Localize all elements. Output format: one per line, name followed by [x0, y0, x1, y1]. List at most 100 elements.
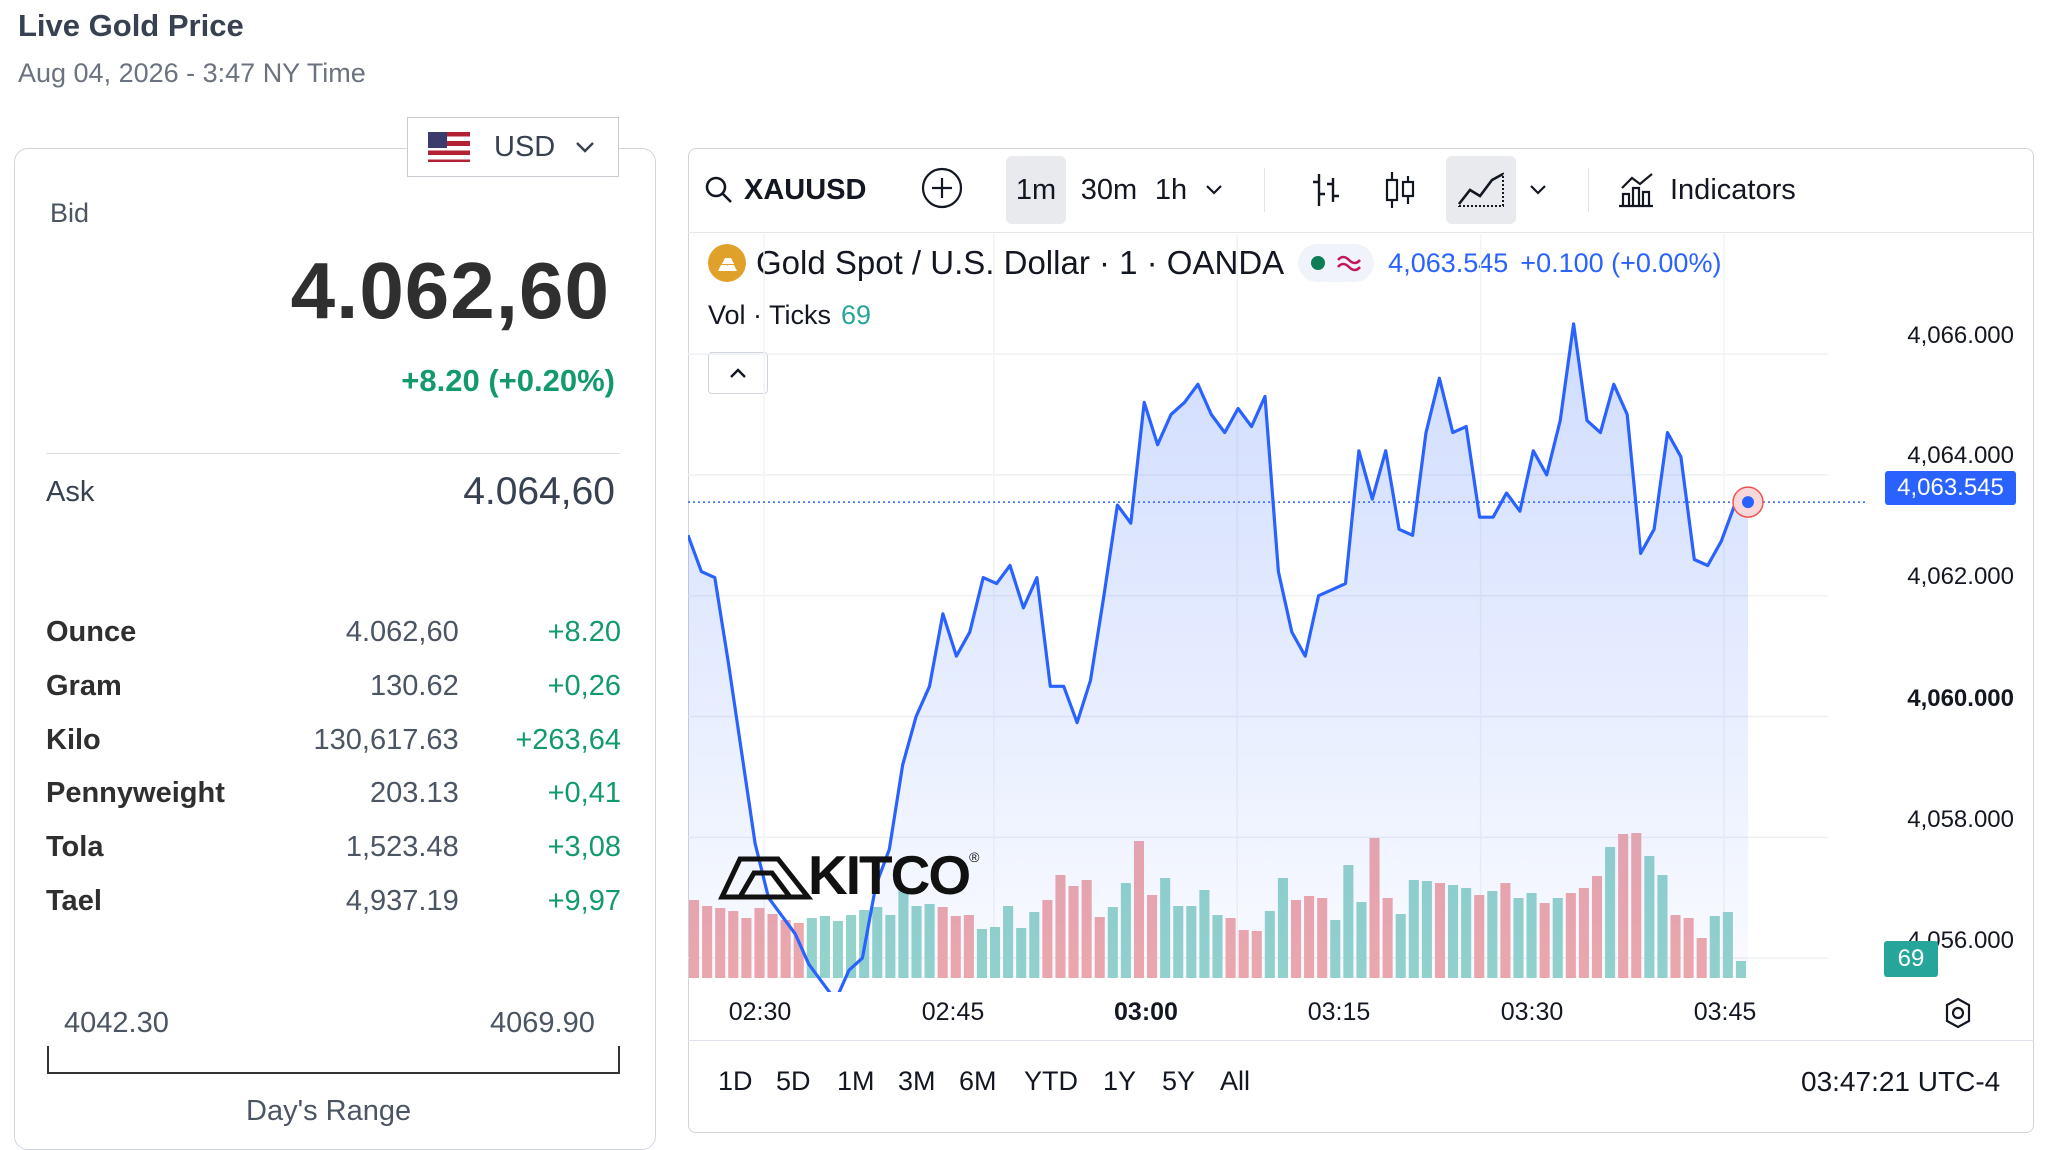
- volume-bar: [846, 915, 857, 978]
- unit-price: 4,937.19: [345, 884, 459, 917]
- range-5y[interactable]: 5Y: [1162, 1066, 1196, 1096]
- page-title: Live Gold Price: [18, 8, 244, 43]
- y-tick-label: 4,066.000: [1907, 322, 2014, 349]
- range-1y[interactable]: 1Y: [1103, 1066, 1137, 1096]
- timeframe-30m[interactable]: 30m: [1080, 173, 1138, 206]
- price-chart[interactable]: [688, 234, 1868, 992]
- y-tick-label: 4,064.000: [1907, 442, 2014, 469]
- unit-change: +3,08: [547, 831, 621, 864]
- delayed-data-icon: [1337, 255, 1362, 272]
- unit-row: Kilo 130,617.63 +263,64: [46, 713, 621, 767]
- x-tick-label: 03:45: [1693, 998, 1757, 1026]
- series-last-price: 4,063.545: [1388, 247, 1509, 278]
- page-timestamp: Aug 04, 2026 - 3:47 NY Time: [18, 58, 366, 88]
- range-5d[interactable]: 5D: [776, 1066, 811, 1096]
- unit-price-table: Ounce 4.062,60 +8.20 Gram 130.62 +0,26 K…: [46, 606, 621, 928]
- symbol-search-button[interactable]: XAUUSD: [704, 158, 866, 222]
- day-range-high: 4069.90: [490, 1007, 595, 1039]
- range-3m[interactable]: 3M: [898, 1066, 936, 1096]
- day-range-label: Day's Range: [246, 1095, 412, 1127]
- unit-change: +9,97: [547, 884, 621, 917]
- area-chart-icon: [1457, 172, 1504, 207]
- registered-mark: ®: [969, 849, 980, 865]
- price-area-fill: [688, 323, 1748, 992]
- bid-price: 4.062,60: [290, 246, 610, 335]
- chevron-up-icon: [730, 368, 746, 378]
- series-legend: Gold Spot / U.S. Dollar · 1 · OANDA 4,06…: [708, 244, 1721, 282]
- last-price-tag: 4,063.545: [1885, 471, 2016, 505]
- chevron-down-icon: [1206, 185, 1222, 195]
- unit-price: 130,617.63: [313, 723, 459, 756]
- range-ytd[interactable]: YTD: [1024, 1066, 1078, 1096]
- x-tick-label: 03:30: [1500, 998, 1564, 1026]
- plus-circle-icon: [921, 167, 963, 209]
- y-tick-label: 4,062.000: [1907, 563, 2014, 590]
- volume-legend: Vol · Ticks 69: [708, 300, 871, 331]
- unit-row: Tael 4,937.19 +9,97: [46, 874, 621, 928]
- toolbar-divider: [1588, 168, 1589, 212]
- day-range-low: 4042.30: [64, 1007, 169, 1039]
- range-bar: [688, 1040, 2034, 1134]
- unit-change: +0,41: [547, 777, 621, 810]
- area-chart-type-button[interactable]: [1446, 156, 1516, 224]
- bar-chart-type-button[interactable]: [1298, 156, 1354, 224]
- unit-name: Tael: [46, 884, 102, 917]
- market-status-pill[interactable]: [1298, 244, 1375, 282]
- series-change: +0.100 (+0.00%): [1520, 247, 1722, 278]
- unit-name: Pennyweight: [46, 777, 225, 810]
- volume-value: 69: [841, 300, 872, 330]
- range-1m[interactable]: 1M: [837, 1066, 875, 1096]
- timeframe-1m[interactable]: 1m: [1006, 156, 1066, 224]
- chart-toolbar: XAUUSD 1m 30m 1h Indicators: [688, 148, 2034, 233]
- price-line: [688, 322, 1749, 992]
- bid-label: Bid: [50, 198, 90, 228]
- last-price-marker: [1742, 496, 1754, 509]
- day-range-bar: [47, 1046, 620, 1074]
- unit-row: Tola 1,523.48 +3,08: [46, 821, 621, 875]
- chevron-down-icon: [1530, 185, 1546, 195]
- bars-icon: [1313, 174, 1339, 206]
- toolbar-divider: [1264, 168, 1265, 212]
- gold-bars-icon: [708, 244, 746, 282]
- last-volume-tag: 69: [1884, 941, 1938, 977]
- timeframe-1h[interactable]: 1h: [1154, 173, 1188, 206]
- range-1d[interactable]: 1D: [718, 1066, 753, 1096]
- unit-row: Ounce 4.062,60 +8.20: [46, 606, 621, 660]
- collapse-legend-button[interactable]: [708, 352, 768, 394]
- unit-change: +263,64: [515, 723, 621, 756]
- unit-change: +8.20: [547, 616, 621, 649]
- indicators-label: Indicators: [1670, 173, 1796, 206]
- divider: [46, 453, 620, 454]
- unit-row: Pennyweight 203.13 +0,41: [46, 767, 621, 821]
- indicators-icon: [1619, 173, 1653, 208]
- volume-label: Vol · Ticks: [708, 300, 832, 330]
- kitco-logo-text: KITCO: [808, 844, 971, 906]
- unit-name: Tola: [46, 831, 104, 864]
- unit-name: Kilo: [46, 723, 101, 756]
- market-open-dot-icon: [1311, 256, 1326, 270]
- range-6m[interactable]: 6M: [959, 1066, 997, 1096]
- chart-clock: 03:47:21 UTC-4: [1801, 1066, 2001, 1097]
- unit-row: Gram 130.62 +0,26: [46, 660, 621, 714]
- kitco-logo: KITCO ®: [718, 843, 979, 907]
- y-tick-label: 4,060.000: [1907, 685, 2014, 712]
- bid-change: +8.20 (+0.20%): [401, 363, 615, 398]
- chart-type-more-button[interactable]: [1518, 156, 1558, 224]
- unit-price: 4.062,60: [345, 616, 459, 649]
- indicators-button[interactable]: Indicators: [1616, 156, 1796, 224]
- kitco-logo-mark: [718, 856, 814, 900]
- unit-name: Gram: [46, 670, 122, 703]
- compare-symbol-button[interactable]: [918, 164, 966, 212]
- unit-price: 203.13: [370, 777, 459, 810]
- series-title: Gold Spot / U.S. Dollar · 1 · OANDA: [756, 244, 1285, 281]
- timeframe-more-button[interactable]: [1194, 156, 1234, 224]
- volume-bar: [819, 916, 830, 978]
- range-all[interactable]: All: [1220, 1066, 1251, 1096]
- currency-select[interactable]: USD: [407, 117, 619, 177]
- candles-chart-type-button[interactable]: [1372, 156, 1428, 224]
- settings-icon[interactable]: [1940, 995, 1976, 1031]
- search-icon: [705, 176, 732, 203]
- ask-label: Ask: [46, 476, 95, 508]
- x-tick-label: 03:00: [1114, 998, 1178, 1026]
- ask-price: 4.064,60: [463, 470, 615, 513]
